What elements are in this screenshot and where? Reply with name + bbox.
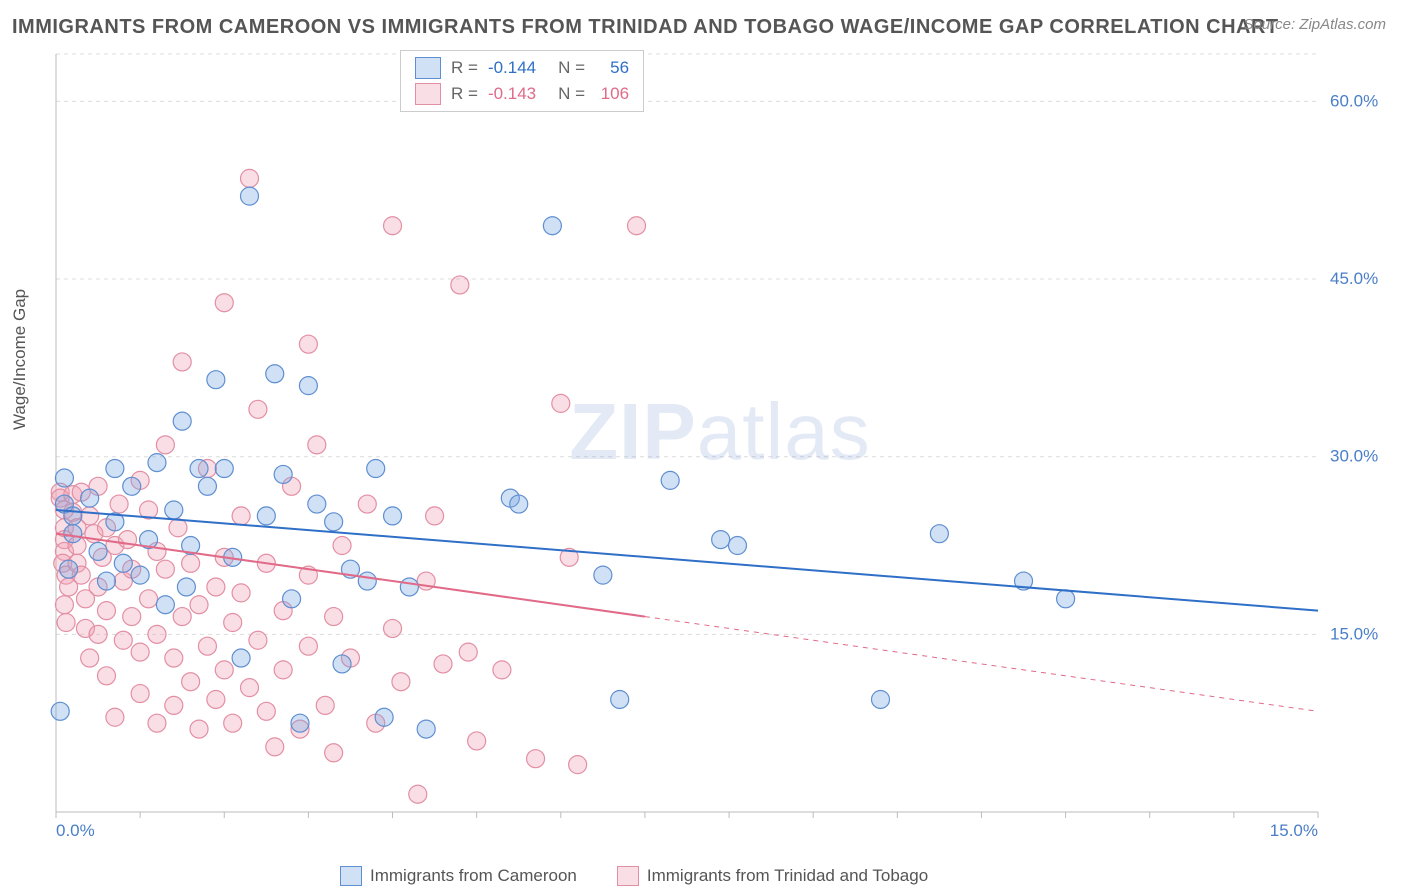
svg-text:60.0%: 60.0% <box>1330 91 1378 110</box>
svg-text:45.0%: 45.0% <box>1330 269 1378 288</box>
svg-text:15.0%: 15.0% <box>1270 821 1318 840</box>
r-label: R = <box>451 84 478 104</box>
legend-item-trinidad: Immigrants from Trinidad and Tobago <box>617 866 928 886</box>
series-legend: Immigrants from Cameroon Immigrants from… <box>340 866 928 886</box>
svg-text:30.0%: 30.0% <box>1330 447 1378 466</box>
y-axis-label: Wage/Income Gap <box>10 289 30 430</box>
source-label: Source: ZipAtlas.com <box>1243 16 1386 33</box>
r-value-trinidad: -0.143 <box>488 84 536 104</box>
swatch-cameroon <box>415 57 441 79</box>
r-label: R = <box>451 58 478 78</box>
stats-legend: R = -0.144 N = 56 R = -0.143 N = 106 <box>400 50 644 112</box>
stats-row-trinidad: R = -0.143 N = 106 <box>401 81 643 107</box>
swatch-cameroon <box>340 866 362 886</box>
svg-text:0.0%: 0.0% <box>56 821 95 840</box>
legend-label-trinidad: Immigrants from Trinidad and Tobago <box>647 866 928 886</box>
chart-title: IMMIGRANTS FROM CAMEROON VS IMMIGRANTS F… <box>12 16 1279 39</box>
swatch-trinidad <box>415 83 441 105</box>
legend-item-cameroon: Immigrants from Cameroon <box>340 866 577 886</box>
legend-label-cameroon: Immigrants from Cameroon <box>370 866 577 886</box>
swatch-trinidad <box>617 866 639 886</box>
svg-text:15.0%: 15.0% <box>1330 624 1378 643</box>
n-value-trinidad: 106 <box>595 84 629 104</box>
stats-row-cameroon: R = -0.144 N = 56 <box>401 55 643 81</box>
n-label: N = <box>558 58 585 78</box>
r-value-cameroon: -0.144 <box>488 58 536 78</box>
scatter-plot: 15.0%30.0%45.0%60.0%0.0%15.0% ZIPatlas <box>50 48 1390 848</box>
n-label: N = <box>558 84 585 104</box>
n-value-cameroon: 56 <box>595 58 629 78</box>
chart-svg: 15.0% 30.0% 45.0% 60.0% 0.0% 15.0% <box>50 48 1390 848</box>
